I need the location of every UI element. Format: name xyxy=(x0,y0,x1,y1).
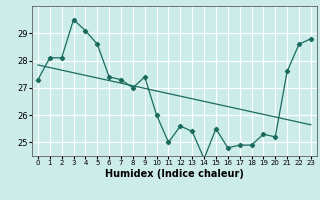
X-axis label: Humidex (Indice chaleur): Humidex (Indice chaleur) xyxy=(105,169,244,179)
